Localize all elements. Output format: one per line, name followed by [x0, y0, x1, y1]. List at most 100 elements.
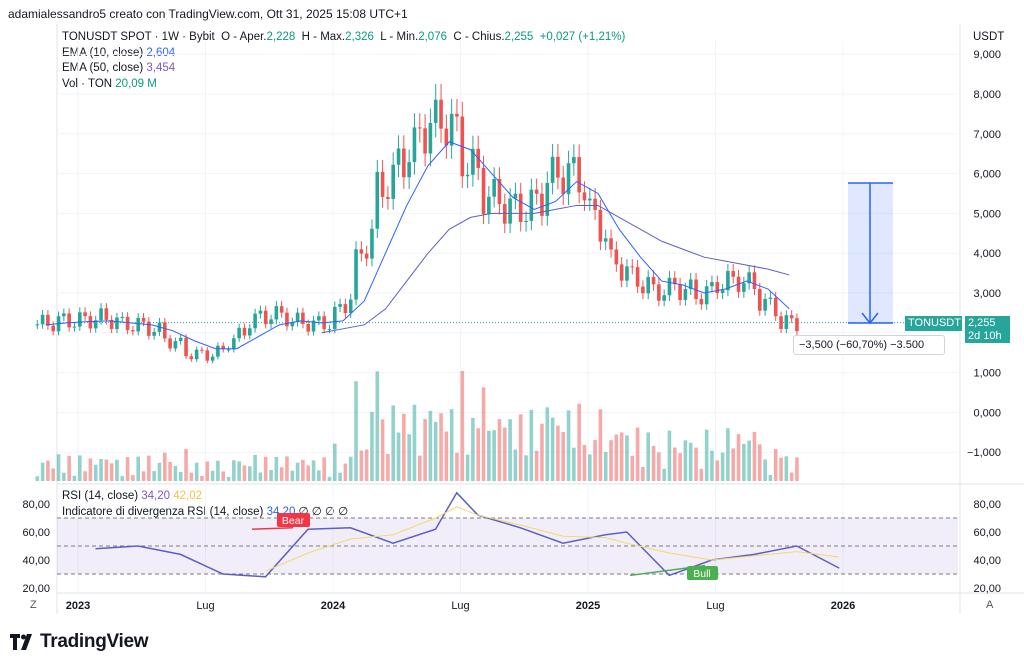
candle-body: [497, 178, 502, 205]
candle-body: [396, 148, 401, 165]
candle-body: [359, 249, 364, 254]
candle-body: [279, 306, 284, 313]
volume-bar: [651, 445, 656, 481]
low-value: 2,076: [418, 31, 447, 43]
bull-badge-label: Bull: [693, 568, 711, 580]
ema50-row[interactable]: EMA (50, close) 3,454: [62, 61, 625, 77]
symbol-row[interactable]: TONUSDT SPOT · 1W · Bybit O - Aper.2,228…: [62, 30, 625, 46]
volume-bar: [78, 455, 82, 481]
candle-body: [35, 324, 40, 326]
volume-bar: [338, 472, 342, 481]
grid: [56, 24, 1024, 614]
bull-badge: [687, 566, 718, 580]
candle-body: [534, 189, 539, 194]
candle-body: [481, 167, 486, 215]
candle-body: [678, 284, 682, 300]
candle-body: [609, 238, 613, 250]
volume-label: Vol · TON: [62, 77, 113, 90]
candle-body: [577, 157, 581, 193]
volume-bar: [492, 430, 496, 481]
candle-body: [763, 299, 767, 311]
volume-bar: [237, 461, 241, 481]
candle-body: [768, 297, 773, 300]
volume-bar: [460, 371, 465, 481]
candle-body: [561, 177, 565, 195]
candle-body: [428, 122, 433, 154]
candle-body: [593, 198, 597, 210]
candle-body: [789, 315, 794, 319]
candle-body: [694, 279, 698, 299]
volume-bar: [253, 454, 257, 481]
candle-body: [566, 163, 571, 195]
rsi-tick-label-left: 20,00: [22, 583, 50, 595]
volume-bar: [439, 413, 443, 481]
candle-body: [386, 196, 390, 199]
ema10-label: EMA (10, close): [62, 46, 144, 59]
candle-body: [131, 330, 135, 332]
candle-body: [327, 329, 332, 331]
candle-body: [704, 286, 709, 305]
volume-bar: [641, 466, 645, 481]
high-label: H - Max.: [301, 31, 346, 43]
zoom-button[interactable]: Z: [30, 599, 37, 611]
volume-bar: [163, 452, 167, 481]
candle-body: [173, 341, 178, 349]
price-tag-value: 2,255 2d 10h: [965, 316, 1010, 343]
price-tick-label: 0,000: [973, 407, 1001, 419]
volume-bar: [88, 458, 93, 481]
price-tick-label: 8,000: [973, 89, 1001, 101]
divergence-nulls: ∅ ∅ ∅ ∅: [298, 505, 349, 518]
volume-bar: [561, 432, 565, 481]
candle-body: [248, 328, 252, 336]
volume-bar: [285, 456, 289, 481]
candle-body: [205, 350, 210, 361]
measure-tool[interactable]: [848, 182, 893, 325]
price-tick-label: 4,000: [973, 248, 1001, 260]
volume-bar: [503, 427, 507, 481]
volume-bar: [343, 463, 348, 481]
volume-bar: [534, 450, 539, 481]
candle-body: [258, 310, 263, 314]
candle-body: [375, 171, 380, 229]
candle-body: [46, 314, 50, 326]
candle-body: [784, 315, 789, 329]
candle-body: [226, 349, 231, 351]
volume-bar: [359, 450, 364, 481]
volume-bar: [433, 421, 438, 481]
volume-bar: [518, 414, 523, 481]
auto-scale-button[interactable]: A: [986, 599, 994, 611]
volume-bar: [593, 439, 597, 481]
bear-badge: [277, 513, 310, 527]
ema10-row[interactable]: EMA (10, close) 2,604: [62, 46, 625, 62]
candle-body: [518, 193, 523, 223]
volume-bar: [221, 471, 225, 481]
volume-bar: [795, 457, 799, 481]
candle-body: [625, 266, 629, 281]
close-value: 2,255: [504, 31, 534, 43]
candles: [35, 84, 799, 364]
volume-bar: [508, 419, 512, 481]
price-tick-label: 3,000: [973, 288, 1001, 300]
candle-body: [673, 277, 677, 285]
volume-bar: [736, 434, 741, 481]
candle-body: [683, 288, 688, 300]
volume-bar: [184, 449, 188, 481]
rsi-label: RSI (14, close): [62, 490, 139, 502]
price-tick-label: 9,000: [973, 49, 1001, 61]
volume-bar: [789, 472, 794, 481]
candle-body: [471, 148, 475, 175]
candle-body: [364, 253, 369, 259]
rsi-row[interactable]: RSI (14, close) 34,20 42,02: [62, 489, 348, 505]
volume-bar: [157, 462, 162, 481]
volume-bar: [226, 476, 231, 481]
price-tick-label: 1,000: [973, 368, 1001, 380]
volume-bar: [412, 404, 417, 481]
open-value: 2,228: [266, 31, 296, 43]
volume-bar: [194, 462, 199, 481]
currency-label[interactable]: USDT: [973, 31, 1005, 43]
volume-row[interactable]: Vol · TON 20,09 M: [62, 77, 625, 93]
candle-body: [109, 319, 114, 329]
candle-body: [152, 331, 156, 336]
candle-body: [487, 196, 491, 215]
